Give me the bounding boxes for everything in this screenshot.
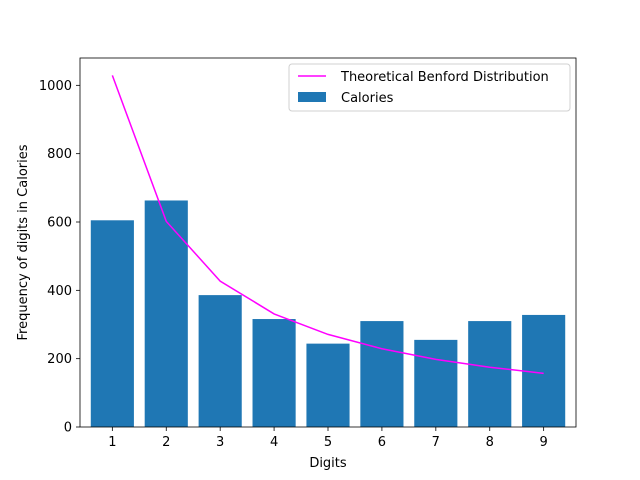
x-tick-label: 3 bbox=[216, 435, 224, 450]
y-tick-label: 200 bbox=[47, 352, 72, 367]
bar-digit-5 bbox=[306, 343, 350, 427]
y-axis-label: Frequency of digits in Calories bbox=[16, 144, 31, 340]
bar-digit-4 bbox=[252, 319, 296, 427]
legend-label-benford: Theoretical Benford Distribution bbox=[340, 70, 549, 85]
legend: Theoretical Benford Distribution Calories bbox=[288, 63, 571, 112]
bars-group bbox=[90, 200, 566, 427]
bar-digit-6 bbox=[360, 321, 404, 427]
bar-digit-7 bbox=[414, 339, 458, 427]
axes-group: 1 2 3 4 5 6 7 8 9 0 200 400 600 800 1000 bbox=[39, 57, 577, 450]
x-tick-label: 5 bbox=[324, 435, 332, 450]
x-tick-label: 1 bbox=[108, 435, 116, 450]
y-tick-label: 400 bbox=[47, 284, 72, 299]
bar-digit-8 bbox=[468, 321, 512, 427]
legend-box bbox=[288, 63, 571, 112]
legend-bar-swatch bbox=[298, 92, 326, 102]
line-group bbox=[111, 75, 544, 375]
x-tick-label: 2 bbox=[162, 435, 170, 450]
x-tick-label: 9 bbox=[540, 435, 548, 450]
x-tick-label: 7 bbox=[432, 435, 440, 450]
bar-digit-1 bbox=[90, 220, 134, 427]
y-tick-label: 600 bbox=[47, 216, 72, 231]
legend-label-calories: Calories bbox=[341, 91, 394, 106]
y-tick-label: 0 bbox=[64, 421, 72, 436]
benford-line bbox=[111, 75, 544, 375]
x-tick-label: 4 bbox=[270, 435, 278, 450]
x-axis-label: Digits bbox=[309, 456, 347, 471]
x-tick-label: 6 bbox=[378, 435, 386, 450]
y-tick-label: 800 bbox=[47, 147, 72, 162]
y-tick-label: 1000 bbox=[39, 79, 72, 94]
bar-digit-2 bbox=[144, 200, 188, 427]
x-tick-label: 8 bbox=[486, 435, 494, 450]
bar-digit-3 bbox=[198, 295, 242, 427]
